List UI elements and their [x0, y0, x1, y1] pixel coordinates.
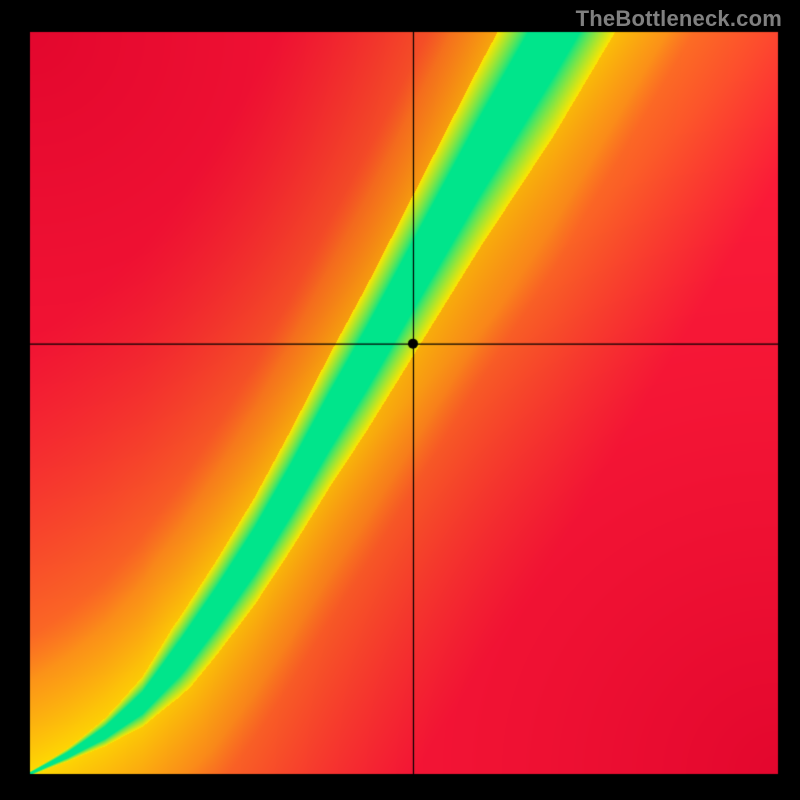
- watermark-label: TheBottleneck.com: [576, 6, 782, 32]
- bottleneck-heatmap: [0, 0, 800, 800]
- chart-container: TheBottleneck.com: [0, 0, 800, 800]
